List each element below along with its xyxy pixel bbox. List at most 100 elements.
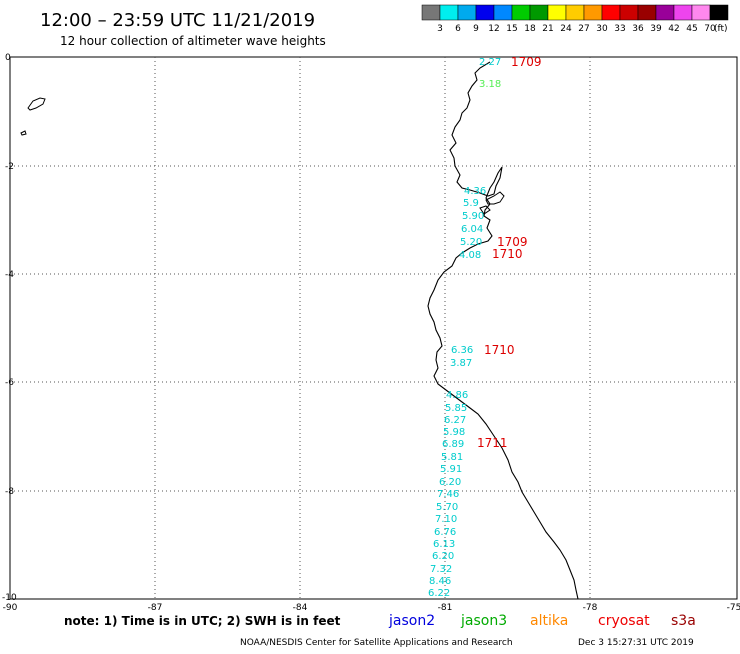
- wave-height-reading: 2.27: [479, 57, 501, 68]
- legend-label: 27: [578, 24, 589, 34]
- legend-swatch: [565, 4, 585, 21]
- graticule: [10, 57, 737, 599]
- lat-label: -2: [5, 162, 14, 172]
- map-frame: [9, 56, 738, 600]
- legend-swatch: [547, 4, 567, 21]
- legend-label: 33: [614, 24, 625, 34]
- lon-label: -75: [727, 603, 740, 613]
- wave-height-reading: 5.98: [443, 427, 465, 438]
- legend-swatch: [457, 4, 477, 21]
- legend-label: 24: [560, 24, 572, 34]
- pass-time-label: 1709: [511, 55, 542, 69]
- lat-label: -8: [5, 487, 14, 497]
- legend-label: 21: [542, 24, 553, 34]
- legend-swatch: [511, 4, 531, 21]
- legend-label: 70: [704, 24, 716, 34]
- wave-height-reading: 3.18: [479, 79, 501, 90]
- legend-label: (ft): [714, 24, 728, 34]
- satellite-label-altika: altika: [530, 613, 568, 629]
- wave-height-reading: 6.22: [428, 588, 450, 599]
- legend-swatch: [439, 4, 459, 21]
- legend-label: 36: [632, 24, 644, 34]
- legend-label: 18: [524, 24, 536, 34]
- color-legend-labels: 3 6 9 12 15 18 21 24 27 30 33 36 39 42 45 70(ft): [437, 24, 727, 34]
- legend-label: 45: [686, 24, 697, 34]
- lon-label: -87: [148, 603, 163, 613]
- wave-height-reading: 4.08: [459, 250, 481, 261]
- lon-label: -78: [583, 603, 598, 613]
- satellite-label-jason2: jason2: [388, 613, 435, 629]
- legend-swatch: [673, 4, 693, 21]
- pass-time-label: 1710: [492, 247, 523, 261]
- wave-height-reading: 6.20: [439, 477, 461, 488]
- wave-height-reading: 7.32: [430, 564, 452, 575]
- legend-label: 15: [506, 24, 517, 34]
- legend-label: 6: [455, 24, 461, 34]
- wave-height-reading: 5.70: [436, 502, 458, 513]
- legend-swatch: [493, 4, 513, 21]
- wave-height-reading: 7.46: [437, 489, 459, 500]
- pass-time-label: 1710: [484, 343, 515, 357]
- wave-height-reading: 5.81: [441, 452, 463, 463]
- wave-height-reading: 6.76: [434, 527, 456, 538]
- wave-height-reading: 7.10: [435, 514, 457, 525]
- galapagos-island-shape: [27, 97, 46, 111]
- lat-label: -4: [5, 270, 14, 280]
- puna-island-shape: [485, 191, 505, 205]
- wave-height-readings: 2.27 3.18 4.36 5.9 5.90 6.04 5.20 4.08 6…: [428, 57, 501, 599]
- wave-height-reading: 3.87: [450, 358, 472, 369]
- legend-swatch: [691, 4, 711, 21]
- legend-label: 3: [437, 24, 443, 34]
- wave-height-reading: 5.90: [462, 211, 484, 222]
- wave-height-reading: 5.9: [463, 198, 479, 209]
- legend-label: 9: [473, 24, 479, 34]
- color-legend: [421, 4, 729, 21]
- footer-timestamp: Dec 3 15:27:31 UTC 2019: [578, 638, 694, 648]
- wave-height-reading: 6.36: [451, 345, 473, 356]
- legend-swatch: [421, 4, 441, 21]
- legend-swatch: [529, 4, 549, 21]
- wave-height-reading: 6.13: [433, 539, 455, 550]
- wave-height-reading: 5.85: [445, 403, 467, 414]
- legend-swatch: [475, 4, 495, 21]
- lon-label: -84: [293, 603, 308, 613]
- pass-time-label: 1711: [477, 436, 508, 450]
- lat-label: -10: [2, 593, 17, 603]
- legend-swatch: [619, 4, 639, 21]
- legend-label: 42: [668, 24, 679, 34]
- galapagos-islet-shape: [20, 130, 27, 136]
- legend-swatch: [655, 4, 675, 21]
- legend-swatch: [601, 4, 621, 21]
- legend-swatch: [709, 4, 729, 21]
- map-title: 12:00 – 23:59 UTC 11/21/2019: [40, 10, 315, 31]
- wave-height-reading: 6.20: [432, 551, 454, 562]
- satellite-label-jason3: jason3: [460, 613, 507, 629]
- legend-swatch: [583, 4, 603, 21]
- wave-height-reading: 8.46: [429, 576, 451, 587]
- map-subtitle: 12 hour collection of altimeter wave hei…: [60, 34, 326, 48]
- lat-label: 0: [5, 53, 11, 63]
- wave-height-reading: 6.04: [461, 224, 483, 235]
- coastline-shape: [427, 61, 579, 600]
- wave-height-reading: 5.20: [460, 237, 482, 248]
- wave-height-reading: 5.91: [440, 464, 462, 475]
- wave-height-reading: 4.86: [446, 390, 468, 401]
- lon-label: -81: [438, 603, 453, 613]
- legend-label: 39: [650, 24, 662, 34]
- satellite-label-cryosat: cryosat: [598, 613, 650, 629]
- legend-label: 12: [488, 24, 499, 34]
- legend-label: 30: [596, 24, 608, 34]
- lon-label: -90: [3, 603, 18, 613]
- lat-label: -6: [5, 378, 14, 388]
- wave-height-reading: 6.89: [442, 439, 464, 450]
- wave-height-reading: 6.27: [444, 415, 466, 426]
- satellite-label-s3a: s3a: [671, 613, 696, 629]
- gulf-islet-shape: [479, 205, 491, 215]
- footer-credit: NOAA/NESDIS Center for Satellite Applica…: [240, 638, 513, 648]
- wave-height-reading: 4.36: [464, 186, 486, 197]
- legend-swatch: [637, 4, 657, 21]
- pass-time-label: 1709: [497, 235, 528, 249]
- footer-note: note: 1) Time is in UTC; 2) SWH is in fe…: [64, 614, 341, 628]
